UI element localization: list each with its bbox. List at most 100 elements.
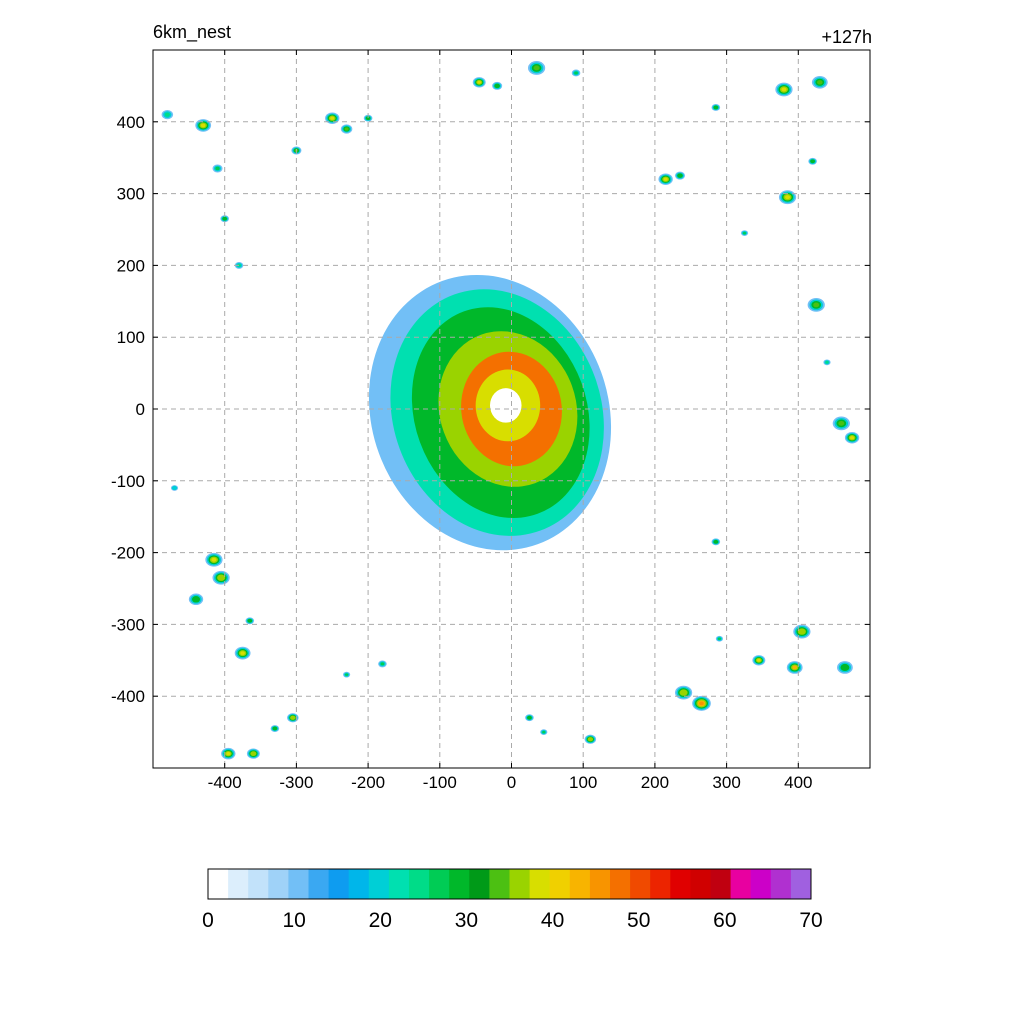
y-tick-label-7: 300 — [117, 185, 145, 204]
cell-level-2 — [164, 112, 170, 117]
colorbar-tick-label-0: 0 — [202, 909, 214, 932]
convective-cell-32 — [343, 671, 351, 678]
convective-cell-14 — [674, 171, 686, 180]
colorbar-swatch-4 — [288, 869, 309, 899]
cell-level-4 — [757, 658, 761, 662]
colorbar-swatch-2 — [248, 869, 269, 899]
cell-level-5 — [699, 701, 704, 706]
cell-level-3 — [273, 727, 277, 730]
colorbar-tick-label-5: 50 — [627, 909, 650, 932]
convective-cell-9 — [472, 77, 486, 88]
convective-cell-35 — [221, 747, 236, 760]
x-tick-label-1: -300 — [279, 773, 313, 792]
x-tick-label-3: -100 — [423, 773, 457, 792]
convective-cell-27 — [212, 570, 230, 585]
cell-level-3 — [811, 160, 815, 163]
convective-cell-13 — [658, 173, 673, 185]
convective-cell-44 — [752, 655, 766, 666]
colorbar-swatch-11 — [429, 869, 450, 899]
cell-level-2 — [215, 166, 220, 171]
colorbar-swatch-9 — [388, 869, 410, 899]
convective-cell-26 — [205, 552, 223, 567]
colorbar-swatch-12 — [449, 869, 470, 899]
cell-level-2 — [574, 71, 578, 75]
convective-cell-38 — [540, 729, 548, 735]
convective-cell-22 — [823, 359, 831, 366]
cell-level-4 — [211, 557, 217, 562]
colorbar-swatch-1 — [228, 869, 249, 899]
cell-level-4 — [291, 716, 295, 720]
y-tick-label-2: -200 — [111, 544, 145, 563]
cell-level-3 — [344, 127, 349, 131]
cell-level-4 — [681, 690, 687, 695]
colorbar-frame — [207, 868, 812, 900]
convective-cell-17 — [775, 82, 793, 97]
convective-cell-23 — [832, 416, 850, 431]
cell-level-3 — [842, 665, 848, 670]
convective-cell-19 — [778, 190, 797, 205]
x-tick-label-7: 300 — [712, 773, 740, 792]
cell-level-4 — [200, 123, 206, 128]
convective-cell-10 — [492, 81, 503, 90]
colorbar-swatch-16 — [529, 869, 551, 899]
convective-cell-6 — [325, 112, 340, 124]
cell-level-3 — [366, 117, 370, 120]
cell-level-2 — [172, 486, 177, 490]
y-tick-label-5: 100 — [117, 328, 145, 347]
colorbar-tick-label-4: 40 — [541, 909, 564, 932]
cell-level-2 — [237, 263, 241, 267]
y-tick-label-1: -300 — [111, 615, 145, 634]
convective-cell-41 — [692, 695, 711, 711]
cell-level-3 — [223, 217, 227, 220]
cell-level-4 — [663, 177, 668, 181]
cell-level-4 — [218, 575, 224, 580]
convective-cell-29 — [245, 617, 255, 625]
convective-cell-43 — [715, 635, 724, 642]
cell-level-4 — [781, 87, 787, 92]
cell-level-3 — [533, 65, 540, 71]
convective-cell-40 — [674, 685, 693, 700]
storm-eye-6 — [489, 388, 522, 423]
convective-cell-21 — [807, 297, 825, 312]
convective-cell-47 — [837, 661, 853, 674]
cell-level-2 — [380, 662, 385, 666]
colorbar-swatch-5 — [308, 869, 330, 899]
convective-cell-42 — [711, 538, 721, 546]
colorbar-swatch-20 — [610, 869, 631, 899]
colorbar-swatch-26 — [730, 869, 752, 899]
convective-cell-12 — [571, 69, 581, 77]
x-tick-label-5: 100 — [569, 773, 597, 792]
colorbar-swatch-19 — [589, 869, 611, 899]
cell-level-4 — [850, 436, 855, 440]
cell-level-3 — [714, 106, 718, 109]
cell-level-4 — [240, 651, 245, 655]
colorbar-swatch-0 — [208, 869, 229, 899]
colorbar-swatch-14 — [489, 869, 510, 899]
cell-level-4 — [588, 737, 593, 741]
cell-level-4 — [785, 195, 791, 200]
colorbar-swatch-28 — [770, 869, 792, 899]
grid-lines — [153, 50, 870, 768]
colorbar-swatch-24 — [690, 869, 711, 899]
colorbar-swatch-25 — [710, 869, 732, 899]
convective-cell-11 — [527, 61, 546, 75]
cell-level-2 — [344, 673, 349, 676]
colorbar-swatch-18 — [569, 869, 591, 899]
convective-cell-8 — [363, 114, 373, 122]
convective-cell-0 — [161, 110, 174, 120]
cell-level-3 — [248, 619, 252, 623]
colorbar: 0 10 20 30 40 50 60 70 — [202, 868, 823, 932]
convective-cell-37 — [525, 714, 534, 722]
convective-cell-25 — [170, 485, 179, 491]
convective-cell-31 — [378, 660, 387, 668]
y-tick-label-6: 200 — [117, 256, 145, 275]
cell-level-3 — [817, 80, 823, 85]
cell-level-3 — [495, 84, 499, 88]
cell-level-4 — [799, 629, 805, 634]
colorbar-swatch-17 — [549, 869, 571, 899]
cell-level-4 — [330, 116, 335, 120]
colorbar-tick-label-1: 10 — [282, 909, 305, 932]
cell-level-3 — [527, 716, 531, 719]
x-tick-label-6: 200 — [641, 773, 669, 792]
convective-cell-16 — [740, 230, 749, 236]
